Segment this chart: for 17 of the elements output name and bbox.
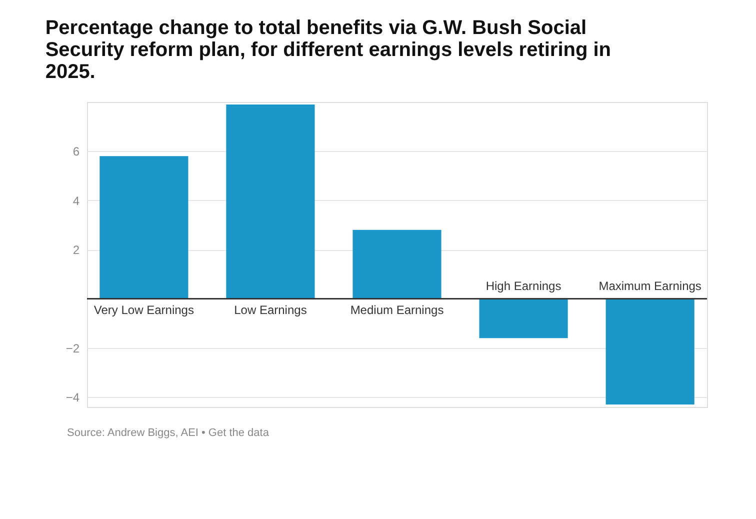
y-tick-label: −2 xyxy=(66,341,80,356)
y-tick-label: 4 xyxy=(72,194,80,208)
source-note: Source: Andrew Biggs, AEI • Get the data xyxy=(67,427,270,439)
x-tick-label: Very Low Earnings xyxy=(94,302,194,317)
chart-title: Percentage change to total benefits via G.W. Bush Social Security reform plan, for different earnings levels retiring in 2025. xyxy=(45,17,612,83)
bar xyxy=(100,156,188,299)
x-tick-label: Low Earnings xyxy=(234,302,307,317)
y-tick-label: 2 xyxy=(72,243,80,258)
x-tick-label: Medium Earnings xyxy=(350,302,444,317)
y-tick-label: 6 xyxy=(72,144,80,159)
y-tick-label: −4 xyxy=(66,390,80,405)
x-tick-label: High Earnings xyxy=(486,278,562,293)
x-tick-label: Maximum Earnings xyxy=(598,278,702,293)
bar xyxy=(352,230,442,299)
bar xyxy=(606,298,694,405)
bar xyxy=(226,104,315,299)
bar xyxy=(479,298,568,338)
